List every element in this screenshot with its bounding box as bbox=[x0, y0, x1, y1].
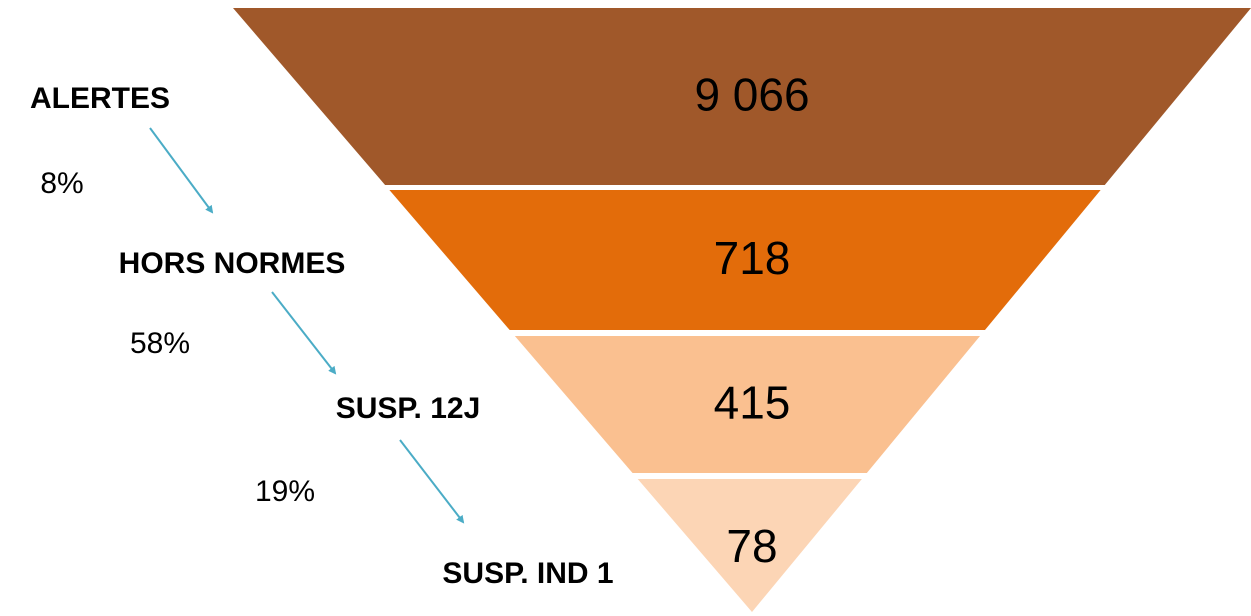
conversion-label: 19% bbox=[255, 475, 315, 508]
conversion-arrow bbox=[271, 291, 337, 375]
value-label: 9 066 bbox=[694, 69, 809, 121]
conversion-label: 58% bbox=[130, 327, 190, 360]
conversion-label: 8% bbox=[40, 167, 83, 200]
funnel-segment bbox=[233, 8, 1251, 185]
stage-label: SUSP. IND 1 bbox=[442, 557, 613, 590]
value-label: 718 bbox=[714, 232, 791, 284]
funnel-segment bbox=[389, 190, 1101, 330]
funnel-segment bbox=[637, 479, 862, 612]
stage-label: ALERTES bbox=[30, 82, 170, 115]
stage-label: HORS NORMES bbox=[119, 247, 346, 280]
funnel-segment bbox=[514, 336, 981, 473]
conversion-arrow bbox=[149, 127, 214, 214]
value-label: 78 bbox=[726, 520, 777, 572]
value-label: 415 bbox=[714, 377, 791, 429]
conversion-arrow bbox=[399, 439, 465, 524]
stage-label: SUSP. 12J bbox=[336, 392, 481, 425]
